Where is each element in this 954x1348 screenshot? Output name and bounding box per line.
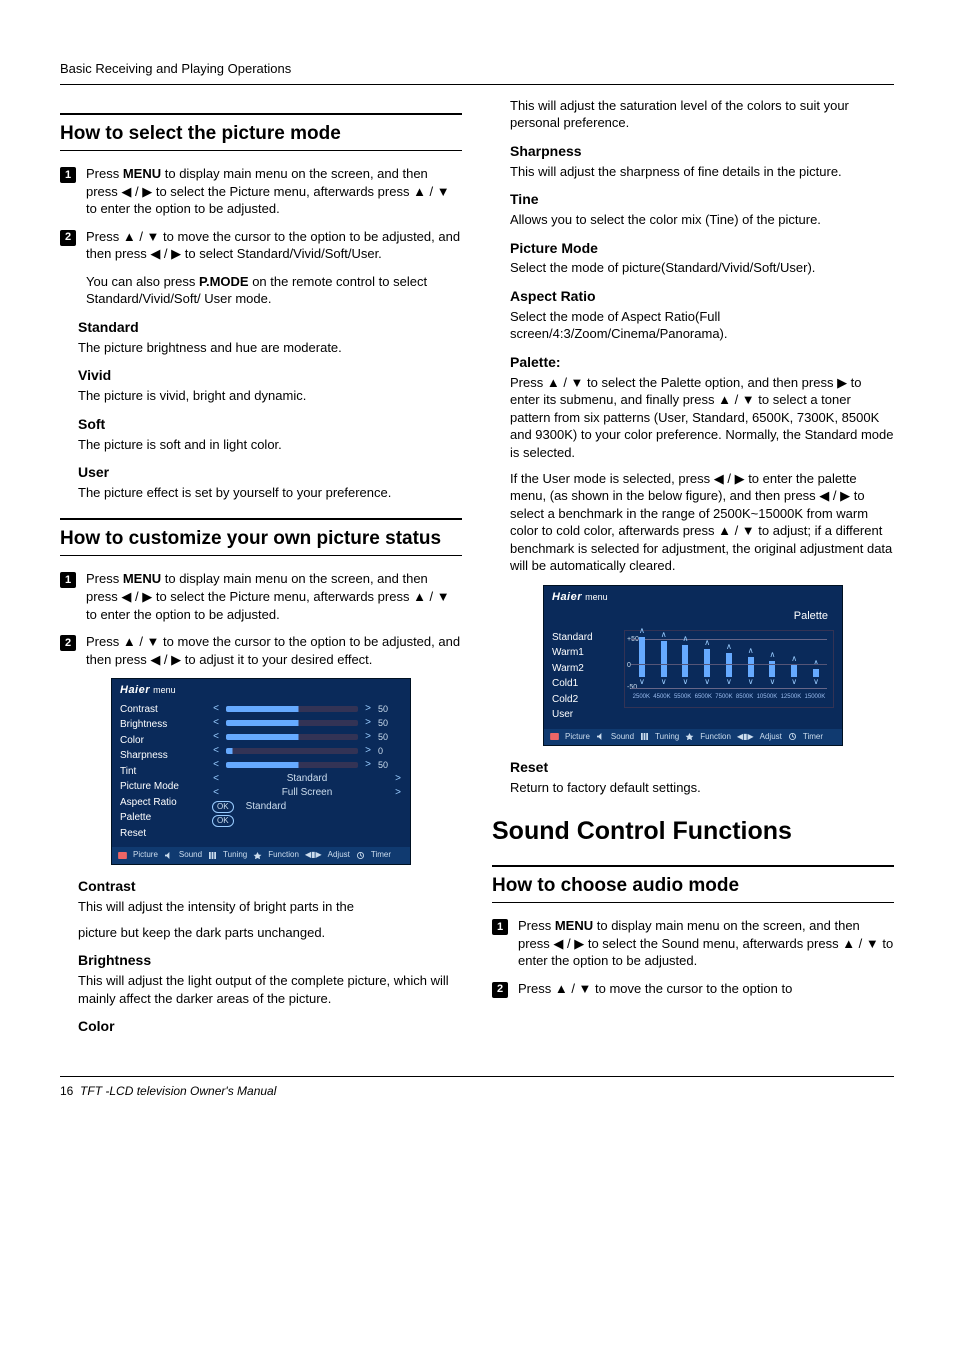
osd-item: User xyxy=(552,707,616,723)
osd-footer: Picture Sound Tuning Function ◀▮▶Adjust … xyxy=(544,729,842,746)
palette-xlabel: 8500K xyxy=(736,693,753,701)
osd-brand: Haier xyxy=(552,591,582,603)
step-number-icon: 2 xyxy=(60,230,76,246)
note-text: You can also press P.MODE on the remote … xyxy=(60,273,462,308)
left-column: How to select the picture mode 1 Press M… xyxy=(60,97,462,1047)
bullet-picture-mode: Picture Mode Select the mode of picture(… xyxy=(492,239,894,277)
step-text: Press ▲ / ▼ to move the cursor to the op… xyxy=(86,228,462,263)
palette-bar: ∧∨ xyxy=(682,634,688,688)
step-2b: 2 Press ▲ / ▼ to move the cursor to the … xyxy=(60,633,462,668)
osd-item: Warm1 xyxy=(552,645,616,661)
tuning-icon xyxy=(208,852,217,859)
step-number-icon: 1 xyxy=(60,572,76,588)
adjust-icon: ◀▮▶ xyxy=(737,732,754,743)
osd-item-list: Contrast Brightness Color Sharpness Tint… xyxy=(120,702,204,842)
osd-picture-menu: Haier menu Contrast Brightness Color Sha… xyxy=(111,678,411,865)
palette-xlabel: 10500K xyxy=(757,693,778,701)
osd-item: Color xyxy=(120,733,204,749)
adjust-icon: ◀▮▶ xyxy=(305,850,322,861)
palette-bar: ∧∨ xyxy=(748,646,754,688)
function-icon xyxy=(253,852,262,859)
step-2: 2 Press ▲ / ▼ to move the cursor to the … xyxy=(60,228,462,263)
palette-xlabel: 4500K xyxy=(653,693,670,701)
step-1c: 1 Press MENU to display main menu on the… xyxy=(492,917,894,970)
osd-item: Tint xyxy=(120,764,204,780)
step-1b: 1 Press MENU to display main menu on the… xyxy=(60,570,462,623)
palette-xlabel: 6500K xyxy=(695,693,712,701)
bullet-color: Color xyxy=(60,1017,462,1036)
osd-item: Standard xyxy=(552,630,616,646)
tuning-icon xyxy=(640,733,649,740)
step-2c: 2 Press ▲ / ▼ to move the cursor to the … xyxy=(492,980,894,998)
bullet-user: User The picture effect is set by yourse… xyxy=(60,463,462,501)
step-number-icon: 2 xyxy=(60,635,76,651)
heading-audio-mode: How to choose audio mode xyxy=(492,865,894,904)
timer-icon xyxy=(788,733,797,740)
palette-xlabel: 12500K xyxy=(781,693,802,701)
osd-item: Cold2 xyxy=(552,692,616,708)
palette-xlabel: 7500K xyxy=(715,693,732,701)
picture-icon xyxy=(550,733,559,740)
osd-item: Cold1 xyxy=(552,676,616,692)
osd-footer: Picture Sound Tuning Function ◀▮▶Adjust … xyxy=(112,847,410,864)
page-number: 16 xyxy=(60,1084,73,1098)
bullet-standard: Standard The picture brightness and hue … xyxy=(60,318,462,356)
palette-chart: +50 0 -50 ∧∨∧∨∧∨∧∨∧∨∧∨∧∨∧∨∧∨ 2500K4500K5… xyxy=(624,630,834,708)
bullet-vivid: Vivid The picture is vivid, bright and d… xyxy=(60,366,462,404)
palette-xlabel: 15000K xyxy=(805,693,826,701)
osd-item: Sharpness xyxy=(120,748,204,764)
osd-palette-menu: Haier menu Palette Standard Warm1 Warm2 … xyxy=(543,585,843,746)
palette-bar: ∧∨ xyxy=(639,626,645,688)
picture-icon xyxy=(118,852,127,859)
step-number-icon: 1 xyxy=(492,919,508,935)
bullet-sharpness: Sharpness This will adjust the sharpness… xyxy=(492,142,894,180)
osd-item: Picture Mode xyxy=(120,779,204,795)
bullet-tine: Tine Allows you to select the color mix … xyxy=(492,190,894,228)
bullet-brightness: Brightness This will adjust the light ou… xyxy=(60,951,462,1007)
sound-icon xyxy=(164,852,173,859)
bullet-aspect-ratio: Aspect Ratio Select the mode of Aspect R… xyxy=(492,287,894,343)
palette-bar: ∧∨ xyxy=(791,654,797,688)
heading-picture-mode: How to select the picture mode xyxy=(60,113,462,152)
heading-customize: How to customize your own picture status xyxy=(60,518,462,557)
osd-item-list: Standard Warm1 Warm2 Cold1 Cold2 User xyxy=(552,630,616,723)
palette-bar: ∧∨ xyxy=(726,642,732,688)
color-continuation: This will adjust the saturation level of… xyxy=(492,97,894,132)
function-icon xyxy=(685,733,694,740)
palette-bar: ∧∨ xyxy=(661,630,667,688)
bullet-contrast: Contrast This will adjust the intensity … xyxy=(60,877,462,941)
bullet-reset: Reset Return to factory default settings… xyxy=(492,758,894,796)
right-column: This will adjust the saturation level of… xyxy=(492,97,894,1047)
palette-bar: ∧∨ xyxy=(769,650,775,688)
step-1: 1 Press MENU to display main menu on the… xyxy=(60,165,462,218)
footer-text: TFT -LCD television Owner's Manual xyxy=(80,1084,276,1098)
osd-item: Palette xyxy=(120,810,204,826)
menu-keyword: MENU xyxy=(123,166,161,181)
osd-item: Reset xyxy=(120,826,204,842)
page-header: Basic Receiving and Playing Operations xyxy=(60,60,894,85)
bullet-palette: Palette: Press ▲ / ▼ to select the Palet… xyxy=(492,353,894,575)
osd-title: Palette xyxy=(544,607,842,628)
bullet-soft: Soft The picture is soft and in light co… xyxy=(60,415,462,453)
osd-item: Brightness xyxy=(120,717,204,733)
osd-item: Contrast xyxy=(120,702,204,718)
osd-brand: Haier xyxy=(120,684,150,696)
osd-item: Aspect Ratio xyxy=(120,795,204,811)
sound-icon xyxy=(596,733,605,740)
timer-icon xyxy=(356,852,365,859)
palette-xlabel: 2500K xyxy=(633,693,650,701)
step-number-icon: 1 xyxy=(60,167,76,183)
step-number-icon: 2 xyxy=(492,982,508,998)
palette-bar: ∧∨ xyxy=(813,658,819,688)
heading-sound-control: Sound Control Functions xyxy=(492,815,894,849)
step-text: Press xyxy=(86,166,123,181)
palette-xlabel: 5500K xyxy=(674,693,691,701)
osd-item: Warm2 xyxy=(552,661,616,677)
page-footer: 16 TFT -LCD television Owner's Manual xyxy=(60,1076,894,1099)
